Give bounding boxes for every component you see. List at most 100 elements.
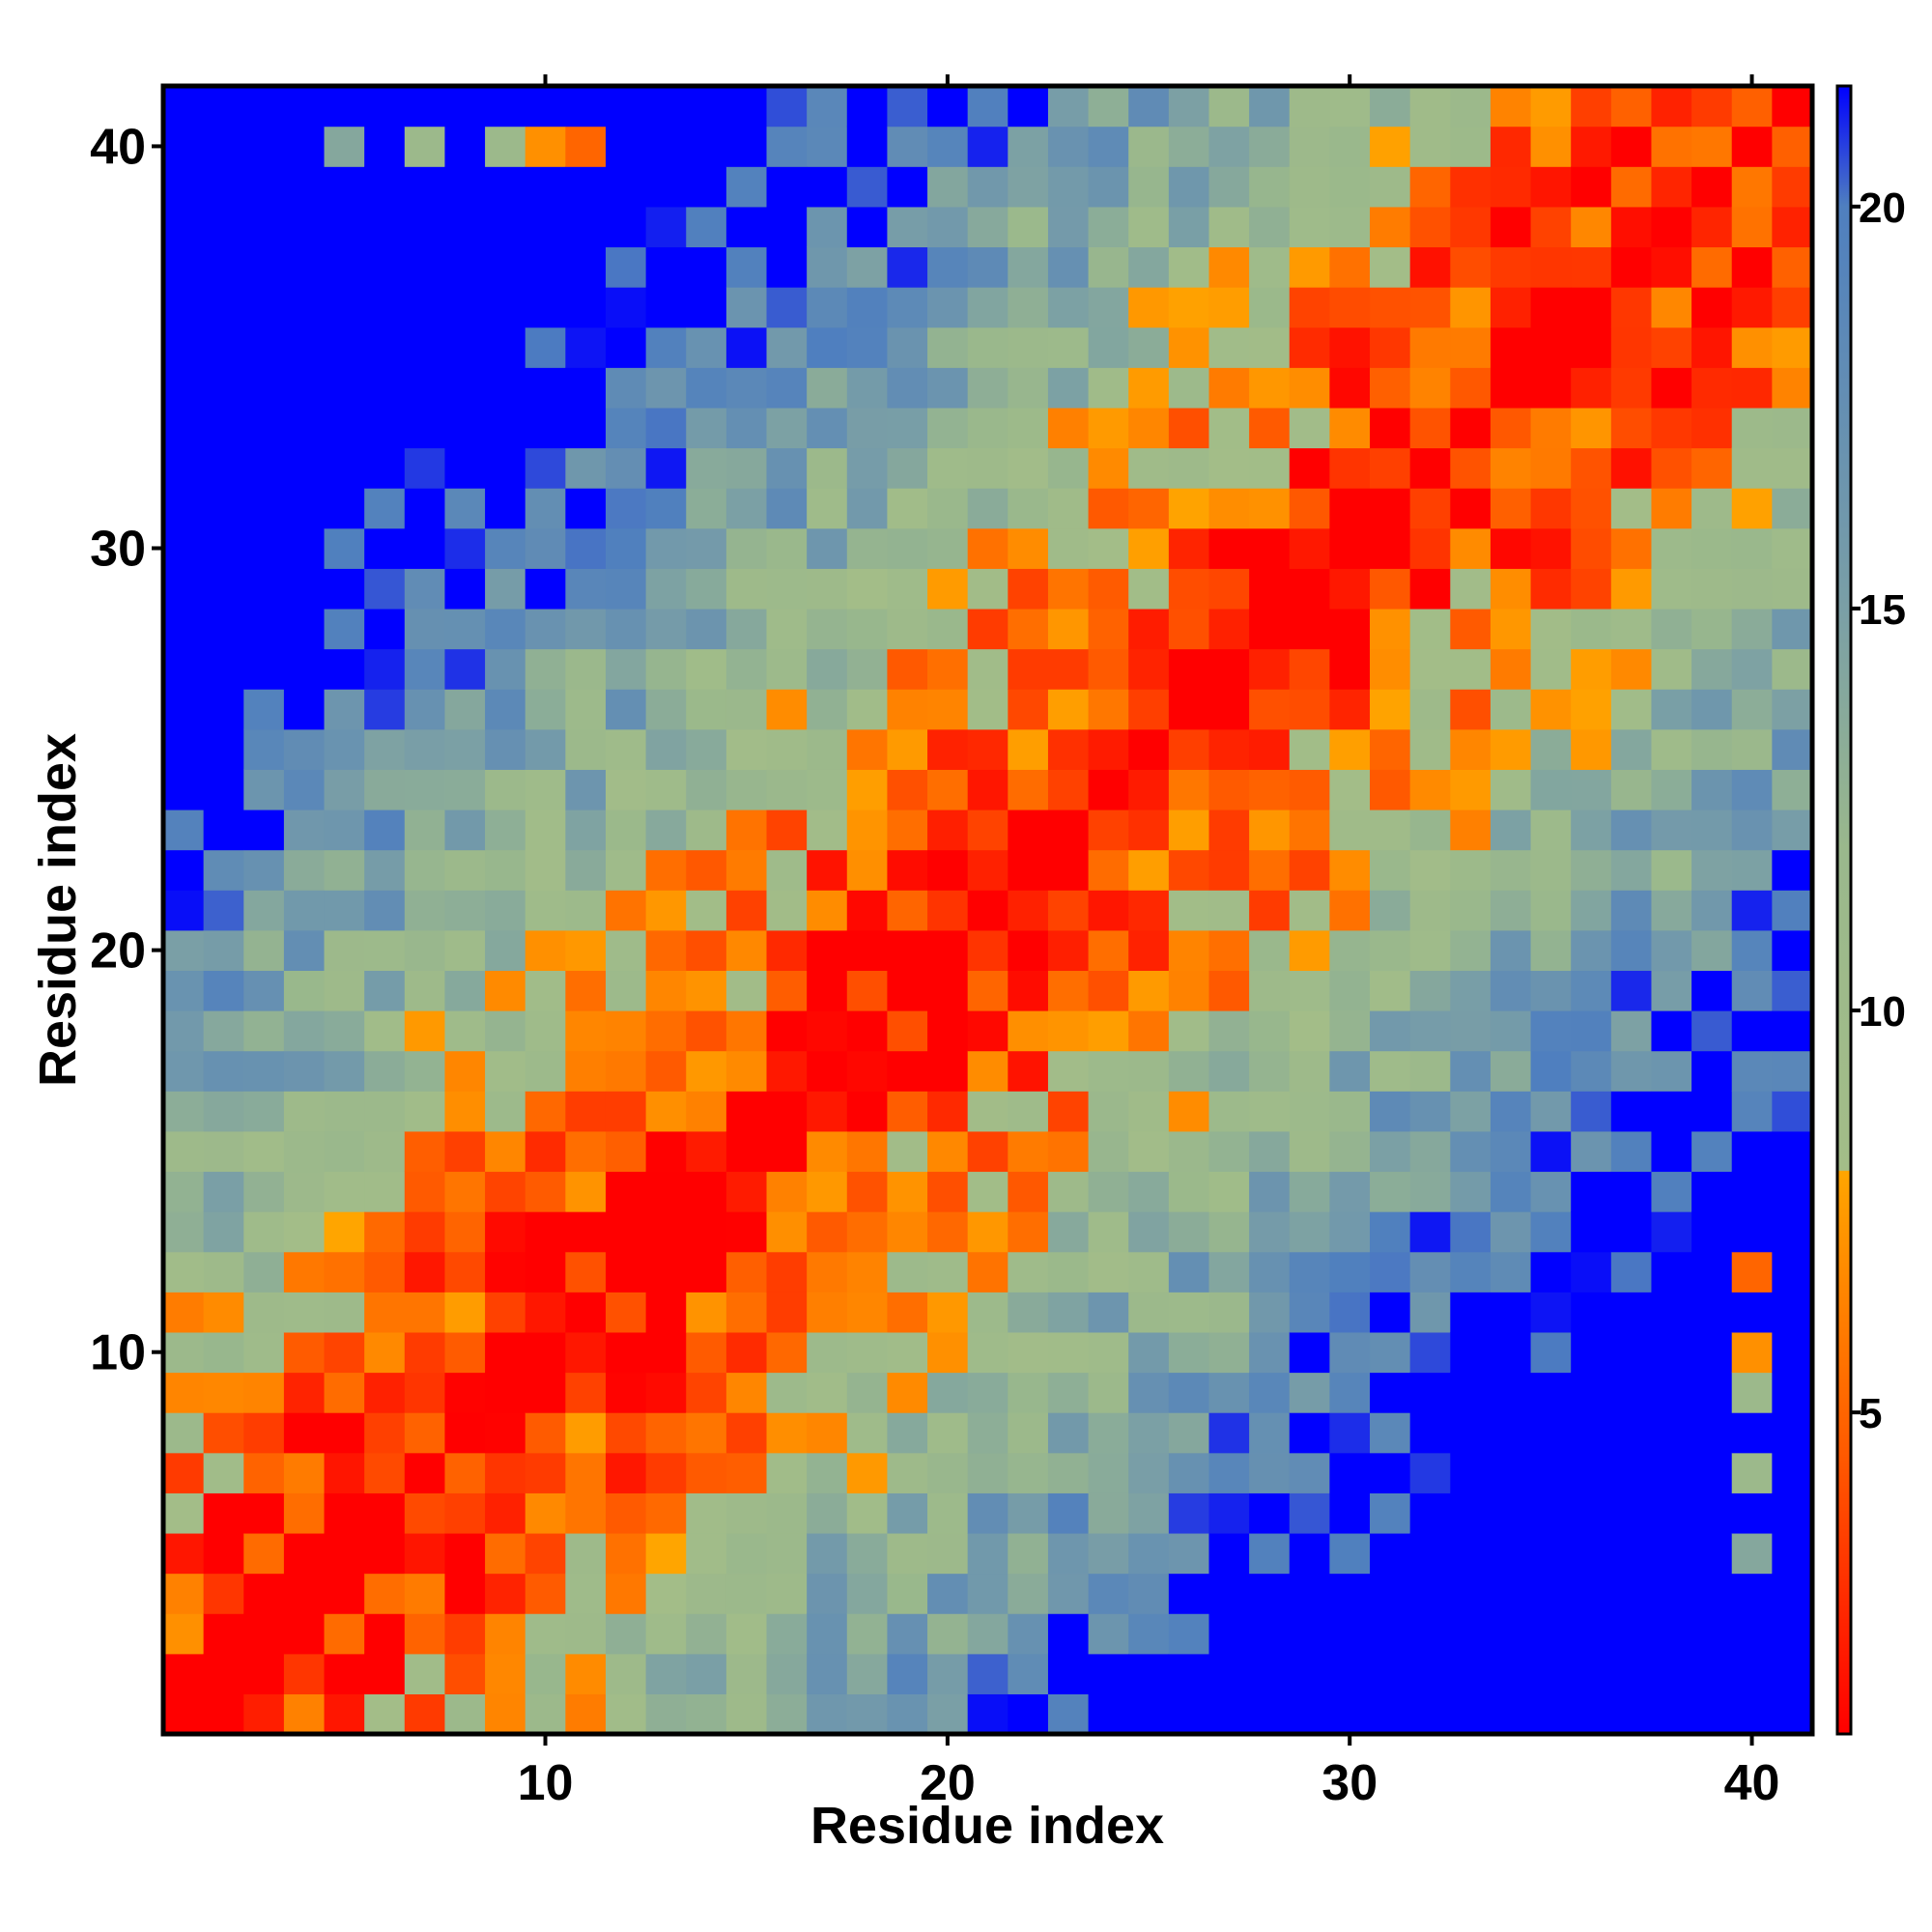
heatmap-cell <box>283 1613 326 1655</box>
heatmap-cell <box>846 1532 889 1575</box>
heatmap-cell <box>1571 1653 1612 1694</box>
heatmap-cell <box>1731 367 1773 409</box>
heatmap-cell <box>1610 327 1653 368</box>
heatmap-cell <box>1370 1693 1411 1735</box>
heatmap-cell <box>1168 648 1210 690</box>
heatmap-cell <box>967 1492 1009 1534</box>
heatmap-cell <box>605 689 647 730</box>
heatmap-cell <box>967 327 1009 368</box>
heatmap-cell <box>525 1693 566 1735</box>
heatmap-cell <box>605 1171 647 1212</box>
heatmap-cell <box>1329 970 1371 1011</box>
heatmap-cell <box>1047 287 1090 328</box>
heatmap-cell <box>163 447 205 489</box>
heatmap-cell <box>1731 1171 1773 1212</box>
heatmap-cell <box>444 166 486 208</box>
heatmap-cell <box>887 689 928 730</box>
heatmap-cell <box>887 1372 928 1413</box>
heatmap-cell <box>203 689 244 730</box>
heatmap-cell <box>1571 648 1612 690</box>
heatmap-cell <box>1370 1532 1411 1575</box>
heatmap-cell <box>967 1130 1009 1173</box>
heatmap-cell <box>525 1010 566 1052</box>
heatmap-cell <box>163 970 205 1011</box>
heatmap-cell <box>1168 86 1210 128</box>
heatmap-cell <box>1370 447 1411 489</box>
heatmap-cell <box>163 1292 205 1333</box>
heatmap-cell <box>1168 929 1210 972</box>
heatmap-cell <box>605 890 647 931</box>
heatmap-cell <box>1450 1171 1492 1212</box>
heatmap-cell <box>967 1412 1009 1454</box>
heatmap-cell <box>1088 769 1129 810</box>
heatmap-cell <box>766 126 808 167</box>
heatmap-cell <box>846 929 889 972</box>
heatmap-cell <box>887 206 928 248</box>
heatmap-cell <box>1168 1532 1210 1575</box>
heatmap-cell <box>645 890 687 931</box>
heatmap-cell <box>725 1653 768 1694</box>
heatmap-cell <box>283 1372 326 1413</box>
heatmap-cell <box>1731 728 1773 770</box>
heatmap-cell <box>1450 809 1492 851</box>
heatmap-cell <box>846 1492 889 1534</box>
heatmap-cell <box>1370 648 1411 690</box>
heatmap-cell <box>766 206 808 248</box>
heatmap-cell <box>1731 1050 1773 1092</box>
heatmap-cell <box>645 728 687 770</box>
heatmap-cell <box>605 1412 647 1454</box>
heatmap-cell <box>605 728 647 770</box>
heatmap-cell <box>686 1412 727 1454</box>
heatmap-cell <box>444 890 486 931</box>
heatmap-cell <box>1772 166 1813 208</box>
heatmap-cell <box>203 929 244 972</box>
heatmap-cell <box>927 1050 969 1092</box>
heatmap-cell <box>1530 287 1572 328</box>
heatmap-cell <box>324 447 365 489</box>
heatmap-cell <box>203 970 244 1011</box>
heatmap-cell <box>1610 689 1653 730</box>
heatmap-cell <box>927 287 969 328</box>
heatmap-cell <box>887 809 928 851</box>
heatmap-cell <box>243 166 285 208</box>
heatmap-cell <box>525 488 566 529</box>
heatmap-cell <box>1691 608 1733 650</box>
heatmap-cell <box>1128 367 1170 409</box>
heatmap-cell <box>1450 769 1492 810</box>
heatmap-cell <box>1128 1091 1170 1132</box>
heatmap-cell <box>1047 1532 1090 1575</box>
heatmap-cell <box>1128 126 1170 167</box>
heatmap-cell <box>364 1492 406 1534</box>
heatmap-cell <box>1208 1130 1250 1173</box>
heatmap-cell <box>404 809 446 851</box>
heatmap-cell <box>1610 527 1653 569</box>
heatmap-cell <box>404 1613 446 1655</box>
heatmap-cell <box>565 689 607 730</box>
heatmap-cell <box>605 1050 647 1092</box>
heatmap-cell <box>807 929 848 972</box>
heatmap-cell <box>444 568 486 610</box>
heatmap-cell <box>444 488 486 529</box>
heatmap-cell <box>203 488 244 529</box>
heatmap-cell <box>1409 1492 1451 1534</box>
heatmap-cell <box>807 809 848 851</box>
heatmap-cell <box>1490 86 1532 128</box>
heatmap-cell <box>807 527 848 569</box>
heatmap-cell <box>324 769 365 810</box>
heatmap-cell <box>967 1292 1009 1333</box>
heatmap-cell <box>1530 890 1572 931</box>
heatmap-cell <box>1168 689 1210 730</box>
heatmap-cell <box>1530 407 1572 449</box>
heatmap-cell <box>645 1211 687 1253</box>
heatmap-cell <box>1651 689 1692 730</box>
heatmap-cell <box>686 890 727 931</box>
heatmap-cell <box>1571 689 1612 730</box>
heatmap-cell <box>1530 1653 1572 1694</box>
heatmap-cell <box>1128 890 1170 931</box>
heatmap-cell <box>163 1010 205 1052</box>
heatmap-cell <box>887 929 928 972</box>
heatmap-cell <box>565 1050 607 1092</box>
heatmap-cell <box>444 1171 486 1212</box>
heatmap-cell <box>1088 1492 1129 1534</box>
heatmap-cell <box>686 849 727 891</box>
